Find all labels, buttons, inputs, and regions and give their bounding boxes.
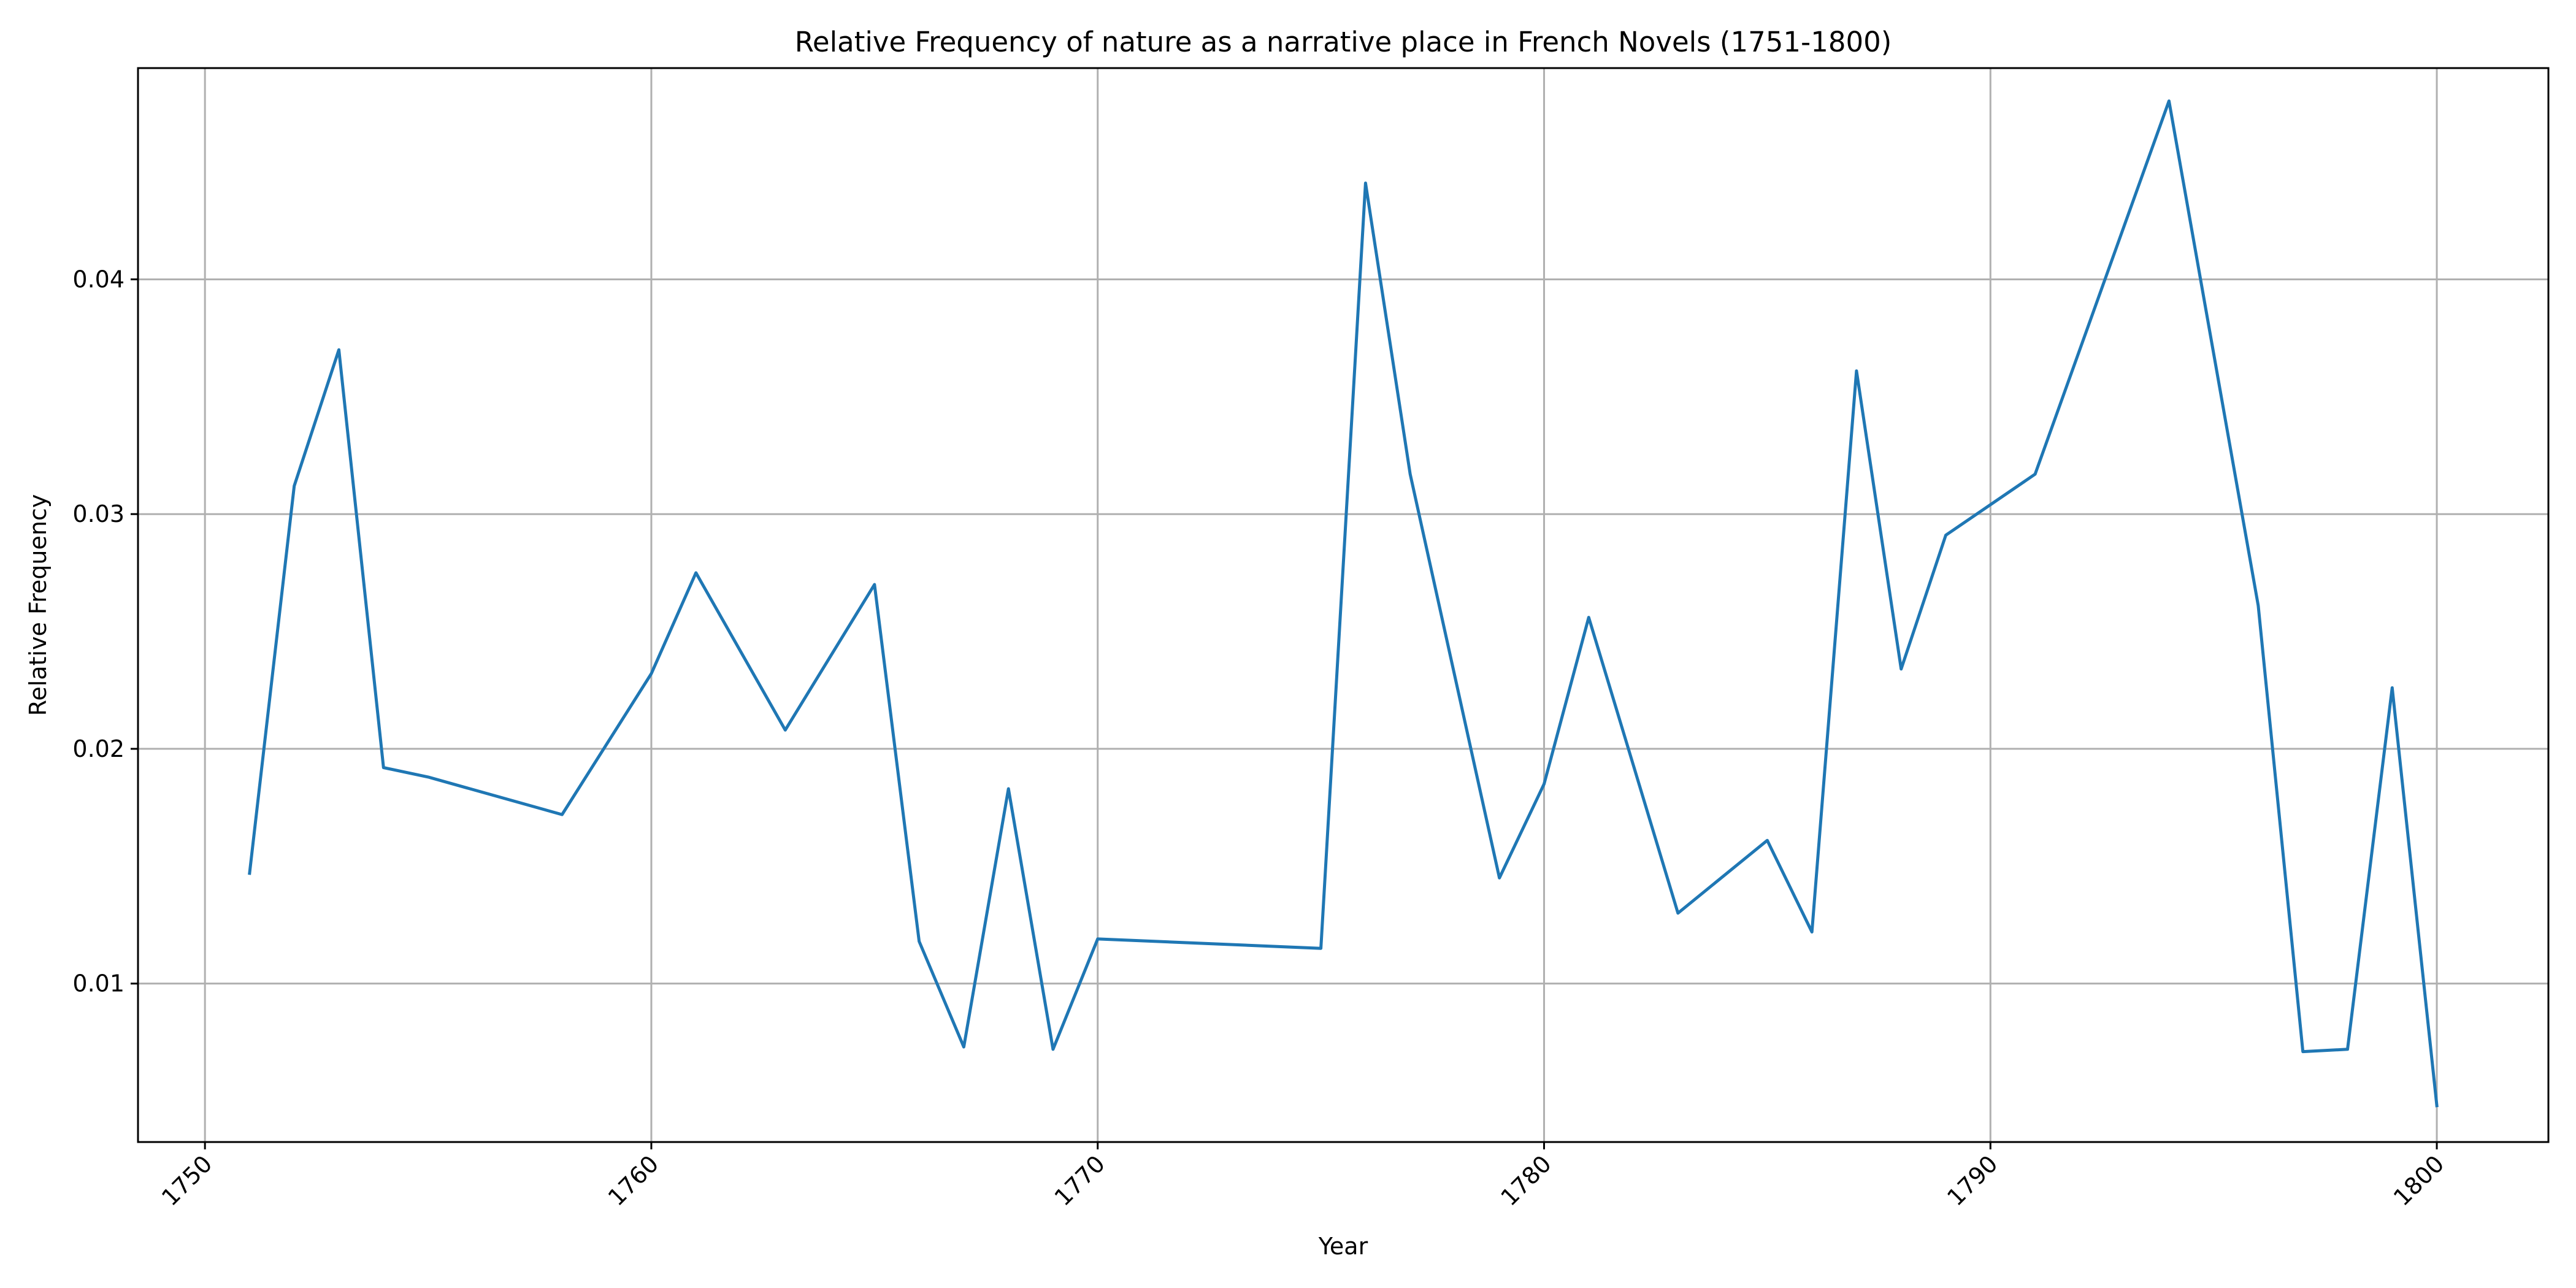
gridlines [138, 68, 2548, 1142]
y-axis-label: Relative Frequency [25, 494, 52, 716]
x-axis-label: Year [1318, 1233, 1368, 1260]
y-tick-label: 0.02 [72, 735, 125, 762]
y-tick-label: 0.04 [72, 266, 125, 293]
series-layer [248, 99, 2439, 1108]
chart-title: Relative Frequency of nature as a narrat… [795, 26, 1892, 58]
y-tick-label: 0.03 [72, 500, 125, 527]
y-tick-label: 0.01 [72, 970, 125, 997]
plot-area-frame [137, 67, 2550, 1143]
